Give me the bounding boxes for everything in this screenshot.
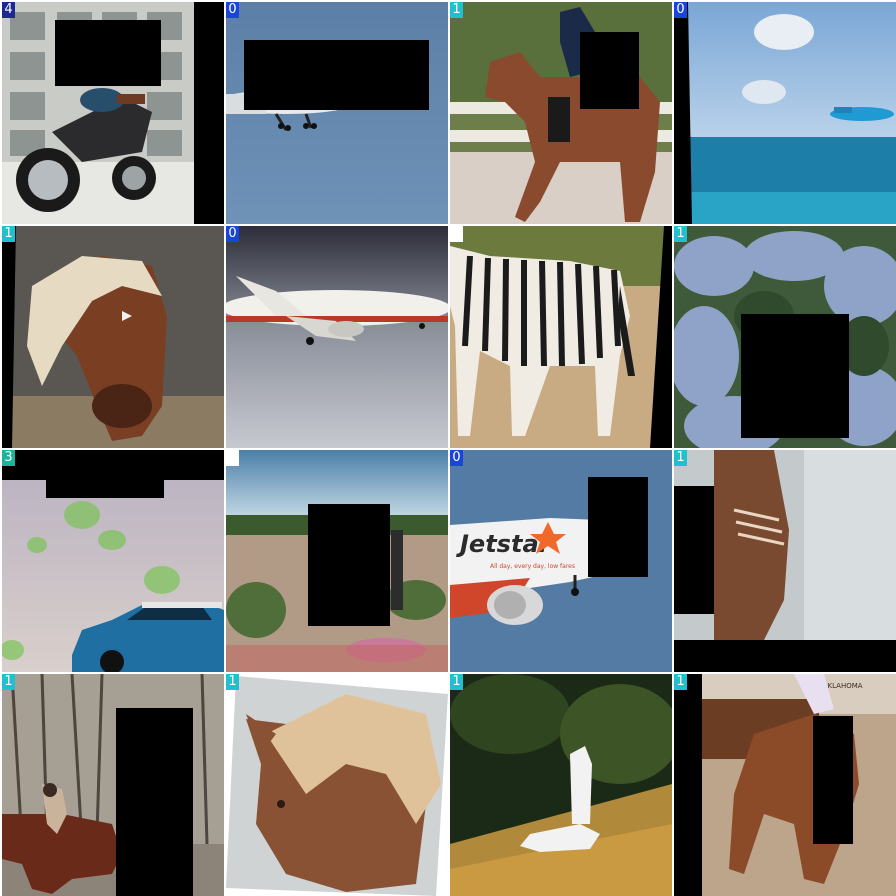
airplane-image (226, 2, 448, 224)
tile-white-horse: 1 (450, 674, 672, 896)
tile-airplane-2: 0 (226, 226, 448, 448)
class-label-badge: 0 (450, 450, 463, 466)
horse-mane-image (226, 674, 448, 896)
mask-block (55, 20, 161, 86)
tile-rodeo-horse: OKLAHOMA 1 (674, 674, 896, 896)
class-label-badge: 4 (2, 2, 15, 18)
rodeo-horse-image: OKLAHOMA (674, 674, 896, 896)
horse-head-image (2, 226, 224, 448)
tile-airplane-over-sea: 0 (674, 2, 896, 224)
tile-horse-rider-forest: 1 (2, 674, 224, 896)
class-label-badge: 1 (450, 2, 463, 18)
mask-block (244, 40, 429, 110)
class-label-badge: 0 (226, 2, 239, 18)
mask-block (116, 708, 193, 896)
tile-motorcycle: 4 (2, 2, 224, 224)
airplane-2-image (226, 226, 448, 448)
tile-zebra (450, 226, 672, 448)
airplane-over-sea-image (674, 2, 896, 224)
mask-block (588, 477, 648, 577)
class-label-badge: 1 (2, 226, 15, 242)
horse-rider-image (450, 2, 672, 224)
tile-bushes: 1 (674, 226, 896, 448)
tile-zebra-field (226, 450, 448, 672)
tile-car: 3 (2, 450, 224, 672)
mask-block (580, 32, 639, 109)
horse-rider-forest-image (2, 674, 224, 896)
mask-block (46, 476, 164, 498)
class-label-badge: 1 (226, 674, 239, 690)
class-label-badge: 1 (674, 226, 687, 242)
class-label-badge: 1 (2, 674, 15, 690)
class-label-badge (226, 450, 239, 466)
class-label-badge: 1 (450, 674, 463, 690)
class-label-badge: 0 (226, 226, 239, 242)
class-label-badge: 1 (674, 450, 687, 466)
rodeo-sign: OKLAHOMA (822, 682, 863, 690)
class-label-badge: 3 (2, 450, 15, 466)
tile-horse-mane: 1 (226, 674, 448, 896)
mask-block (308, 504, 390, 626)
tile-jetstar-airplane: Jetstar All day, every day, low fares 0 (450, 450, 672, 672)
tile-horse-closeup: 1 (674, 450, 896, 672)
class-label-badge: 1 (674, 674, 687, 690)
white-horse-image (450, 674, 672, 896)
mask-block (674, 486, 714, 614)
mask-block (813, 716, 853, 844)
class-label-badge: 0 (674, 2, 687, 18)
class-label-badge (450, 226, 463, 242)
jetstar-slogan: All day, every day, low fares (490, 563, 575, 570)
jetstar-airplane-image: Jetstar All day, every day, low fares (450, 450, 672, 672)
tile-horse-rider: 1 (450, 2, 672, 224)
tile-horse-head: 1 (2, 226, 224, 448)
zebra-image (450, 226, 672, 448)
mask-block (741, 314, 849, 438)
tile-airplane: 0 (226, 2, 448, 224)
